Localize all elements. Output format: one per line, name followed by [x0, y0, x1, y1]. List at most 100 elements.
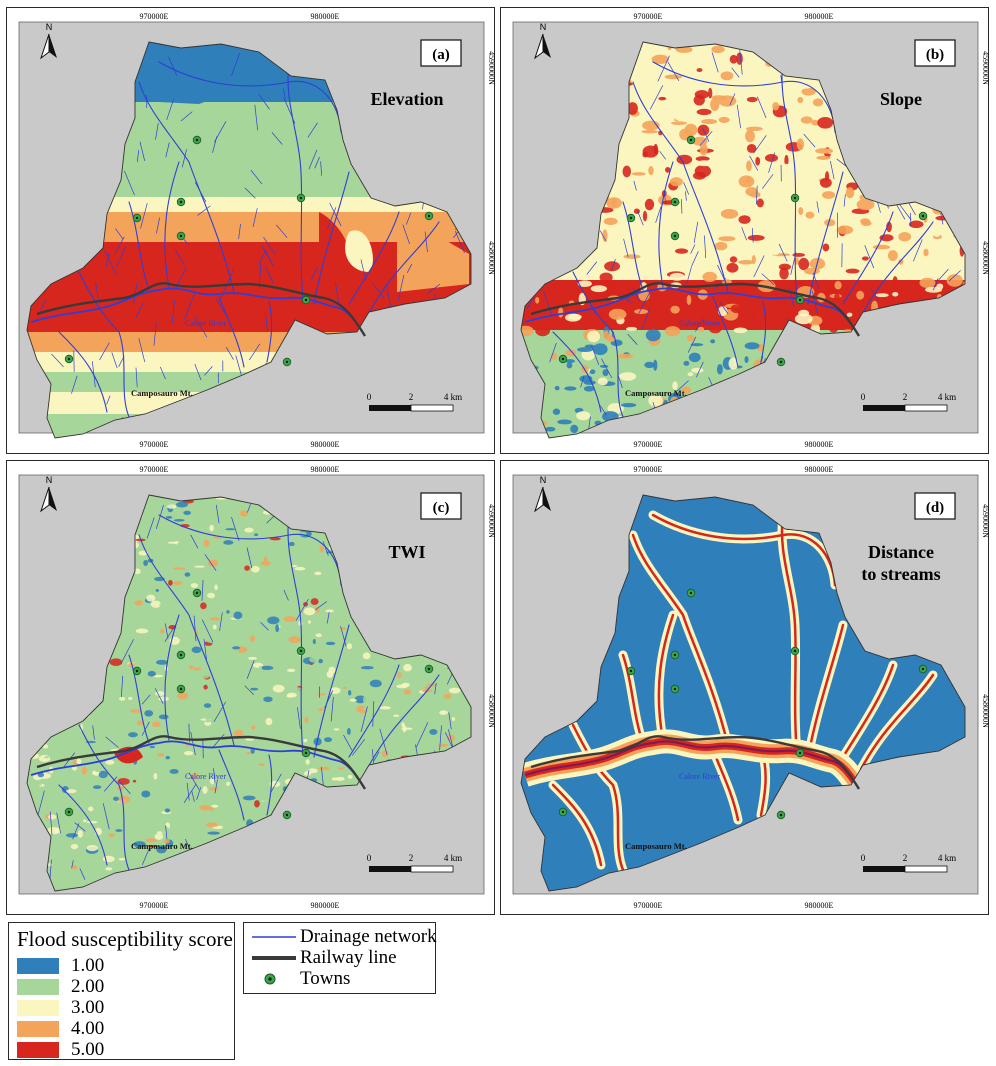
twi-patch: [207, 831, 220, 835]
tributary-line: [693, 221, 699, 244]
slope-patch: [557, 419, 572, 425]
slope-patch: [592, 343, 608, 356]
twi-patch: [251, 725, 256, 730]
panel-letter: (a): [432, 47, 450, 63]
town-marker-dot: [285, 360, 289, 364]
stream-core: [806, 623, 845, 759]
twi-patch: [307, 768, 318, 774]
twi-patch: [207, 592, 216, 599]
slope-patch: [689, 322, 707, 328]
slope-patch: [789, 203, 795, 213]
slope-patch: [768, 184, 775, 190]
twi-patch: [324, 737, 333, 743]
slope-patch: [744, 356, 749, 363]
tributary-line: [120, 675, 124, 698]
tributary-line: [295, 598, 309, 621]
twi-patch: [92, 785, 102, 790]
tributary-line: [695, 361, 704, 378]
tributary-line: [526, 296, 535, 309]
tributary-line: [171, 300, 175, 324]
twi-patch: [98, 770, 108, 779]
town-marker-dot: [427, 667, 431, 671]
tributary-line: [265, 313, 268, 332]
tributary-line: [155, 504, 164, 530]
tributary-line: [632, 288, 641, 302]
tributary-line: [104, 250, 117, 276]
slope-patch: [887, 250, 898, 261]
stream-line: [287, 61, 304, 303]
twi-patch: [149, 745, 155, 749]
twi-patch: [396, 746, 409, 751]
stream-core: [856, 673, 935, 777]
tributary-line: [212, 136, 218, 153]
map-panel-b-svg: Calore River Camposauro Mt. N (b) Slope 97000…: [512, 12, 990, 449]
twi-patch: [233, 611, 243, 620]
tributary-line: [690, 244, 696, 254]
town-marker-dot: [179, 200, 183, 204]
slope-patch: [817, 116, 834, 129]
mountain-label: Camposauro Mt.: [625, 388, 687, 398]
tributary-line: [194, 182, 207, 203]
stream-line: [218, 296, 245, 368]
town-marker-dot: [427, 214, 431, 218]
tributary-line: [79, 868, 86, 880]
slope-patch: [558, 307, 564, 318]
twi-patch: [64, 819, 70, 824]
twi-patch: [318, 708, 325, 712]
slope-patch: [886, 221, 892, 233]
tributary-line: [275, 224, 288, 238]
twi-patch: [207, 559, 219, 567]
tributary-line: [864, 245, 875, 269]
twi-patch: [145, 614, 159, 620]
town-marker-dot: [629, 669, 633, 673]
twi-patch: [173, 657, 179, 663]
railway-line: [36, 282, 367, 337]
twi-patch: [225, 528, 236, 531]
stream-line: [632, 81, 729, 293]
basin-outline: [520, 494, 966, 892]
tributary-line: [141, 846, 151, 866]
north-label: N: [540, 22, 547, 32]
twi-patch: [335, 776, 345, 781]
tributary-line: [138, 338, 146, 363]
tributary-line: [92, 725, 95, 740]
legend-feature-label: Drainage network: [300, 926, 437, 947]
twi-patch: [154, 691, 166, 696]
slope-patch: [747, 234, 765, 241]
twi-patch: [158, 714, 169, 720]
town-marker-dot: [793, 649, 797, 653]
twi-patch: [317, 693, 327, 696]
twi-patch: [181, 762, 188, 767]
twi-patch: [92, 770, 97, 775]
twi-patch: [275, 789, 285, 797]
twi-patch: [314, 571, 322, 576]
tributary-line: [168, 56, 178, 76]
slope-patch: [815, 148, 833, 154]
slope-patch: [627, 102, 638, 115]
y-tick-right: 4590000N: [487, 504, 496, 538]
tributary-line: [617, 374, 623, 389]
town-marker-dot: [673, 234, 677, 238]
tributary-line: [271, 132, 283, 145]
twi-patch: [331, 628, 344, 635]
twi-patch: [275, 624, 280, 633]
twi-patch: [393, 714, 400, 717]
panel-letter: (d): [926, 500, 944, 516]
tributary-line: [372, 282, 385, 299]
twi-patch: [150, 600, 162, 608]
stream-core: [551, 783, 603, 867]
slope-patch: [745, 126, 763, 131]
twi-patch: [81, 766, 88, 775]
twi-patch: [167, 541, 178, 544]
twi-patch: [233, 729, 244, 737]
slope-patch: [771, 245, 780, 256]
twi-patch: [347, 774, 353, 779]
twi-patch: [139, 683, 150, 689]
slope-patch: [623, 254, 641, 259]
tributary-line: [932, 278, 939, 291]
north-label: N: [46, 22, 53, 32]
slope-patch: [848, 255, 862, 268]
slope-patch: [691, 367, 704, 373]
slope-patch: [577, 347, 593, 353]
tributary-line: [803, 133, 816, 148]
